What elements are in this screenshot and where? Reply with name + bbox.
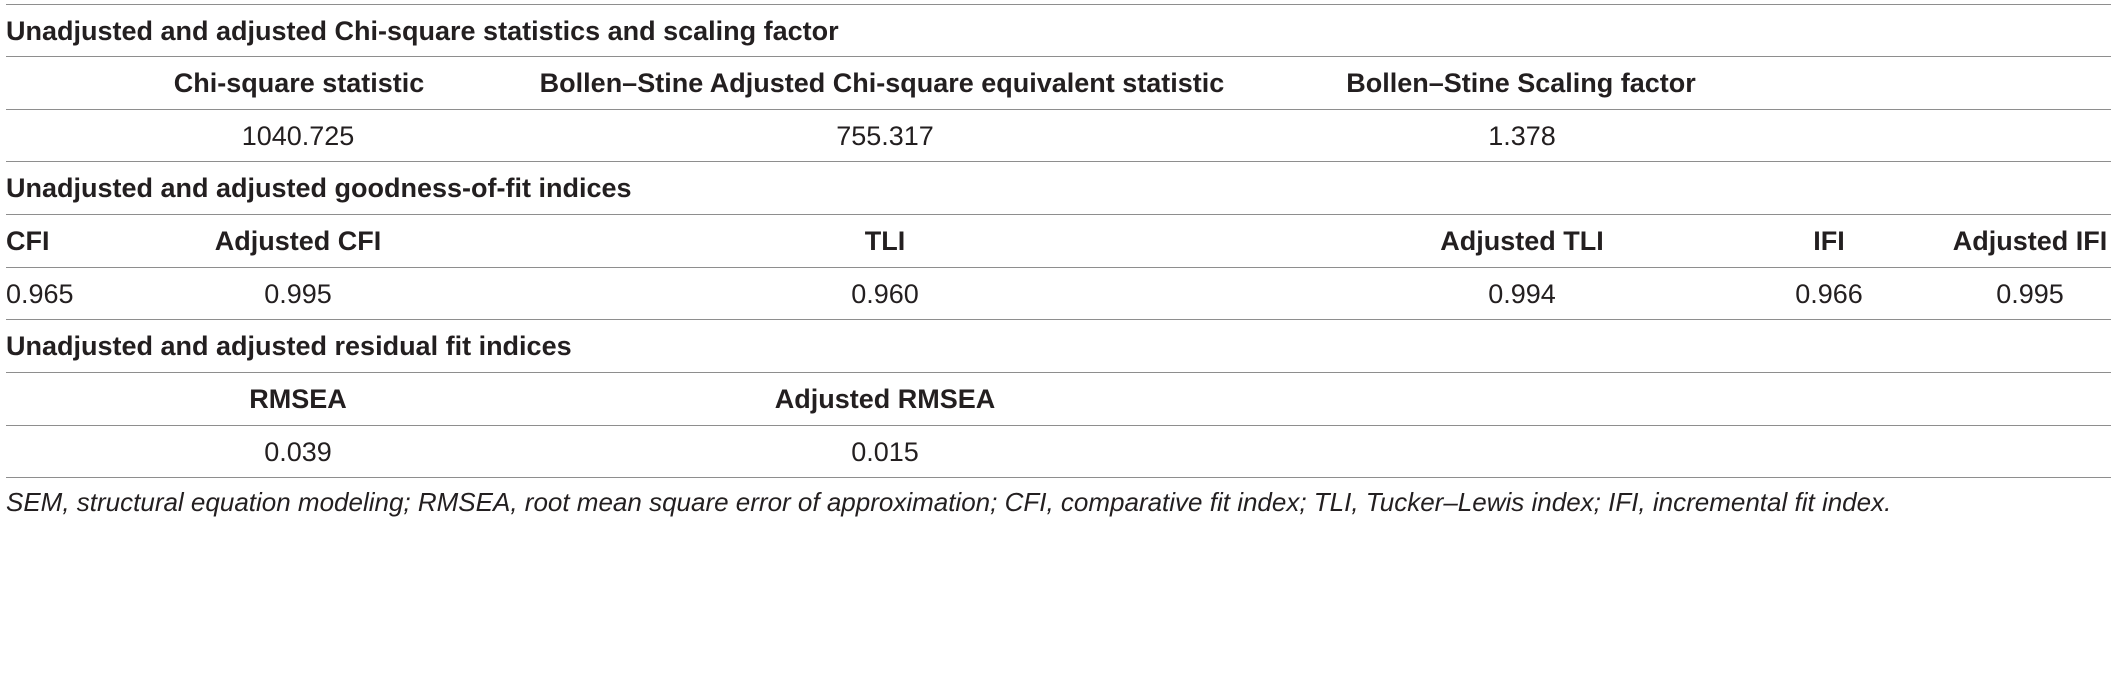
table-rule <box>6 214 2111 215</box>
table-cell: 755.317 <box>836 121 934 151</box>
section-title: Unadjusted and adjusted goodness-of-fit … <box>6 173 632 203</box>
column-header: Adjusted RMSEA <box>774 384 996 414</box>
table-rule <box>6 161 2111 162</box>
table-cell: 0.039 <box>264 437 332 467</box>
column-header: Bollen–Stine Adjusted Chi-square equival… <box>539 68 1225 98</box>
table-footnote: SEM, structural equation modeling; RMSEA… <box>6 487 1892 517</box>
table-rule <box>6 425 2111 426</box>
table-cell: 0.960 <box>851 279 919 309</box>
column-header: RMSEA <box>249 384 347 414</box>
table-cell: 0.994 <box>1488 279 1556 309</box>
section-title: Unadjusted and adjusted residual fit ind… <box>6 331 572 361</box>
table-cell: 0.015 <box>851 437 919 467</box>
table-rule <box>6 109 2111 110</box>
table-rule <box>6 56 2111 57</box>
column-header: Adjusted CFI <box>214 226 382 256</box>
column-header: TLI <box>864 226 906 256</box>
table-cell: 0.995 <box>1996 279 2064 309</box>
column-header: CFI <box>6 226 50 256</box>
table-rule <box>6 4 2111 5</box>
table-cell: 1040.725 <box>241 121 355 151</box>
section-title: Unadjusted and adjusted Chi-square stati… <box>6 16 839 46</box>
table-cell: 0.966 <box>1795 279 1863 309</box>
table-rule <box>6 372 2111 373</box>
table-cell: 1.378 <box>1488 121 1556 151</box>
column-header: Adjusted IFI <box>1952 226 2108 256</box>
table-rule <box>6 477 2111 478</box>
column-header: Bollen–Stine Scaling factor <box>1346 68 1696 98</box>
column-header: IFI <box>1813 226 1845 256</box>
table-rule <box>6 267 2111 268</box>
column-header: Adjusted TLI <box>1440 226 1604 256</box>
table-cell: 0.995 <box>264 279 332 309</box>
table-rule <box>6 319 2111 320</box>
table-cell: 0.965 <box>6 279 74 309</box>
column-header: Chi-square statistic <box>173 68 425 98</box>
